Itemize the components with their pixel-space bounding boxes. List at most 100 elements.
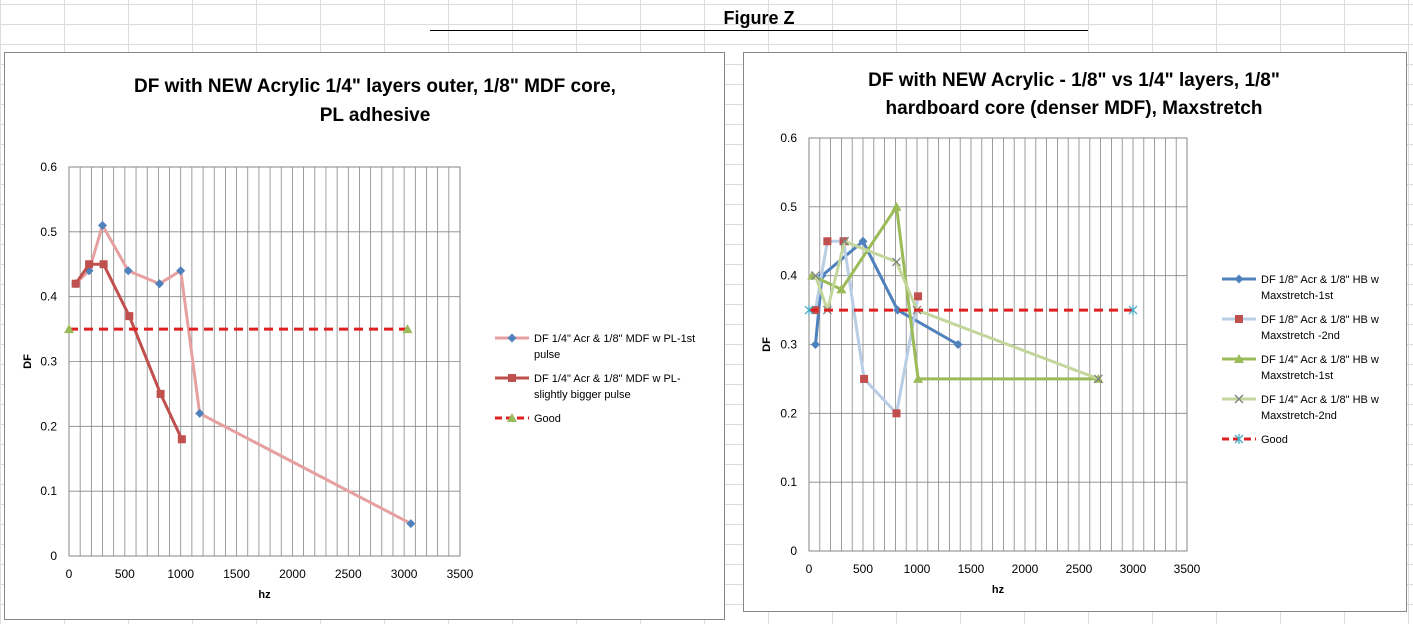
chart-right-series-1 (810, 236, 963, 349)
chart-left-y-tick-label: 0.4 (40, 290, 57, 304)
chart-left-y-tick-label: 0.3 (40, 355, 57, 369)
chart-right-series-4 (811, 236, 1103, 384)
chart-right-y-tick-label: 0.4 (780, 269, 797, 283)
chart-left-y-tick-label: 0.6 (40, 160, 57, 174)
chart-right-series-1-point (858, 236, 868, 246)
chart-left-x-tick-label: 1000 (167, 567, 194, 581)
chart-left-y-tick-label: 0 (50, 549, 57, 563)
chart-right-y-tick-label: 0.3 (780, 338, 797, 352)
chart-right-legend-label-3: DF 1/4" Acr & 1/8" HB w (1261, 354, 1379, 366)
chart-left-series-2-point (177, 435, 186, 444)
chart-left-series-2-point (156, 389, 165, 398)
chart-right-legend-marker-2 (1235, 315, 1243, 323)
chart-left-series-1-point (98, 220, 108, 230)
chart-right-y-tick-label: 0.2 (780, 406, 797, 420)
chart-left-series-1-point (176, 266, 186, 276)
chart-left-series-3-point (64, 324, 74, 334)
chart-left-x-tick-label: 1500 (223, 567, 250, 581)
chart-left-x-tick-label: 3500 (447, 567, 474, 581)
chart-left-x-tick-label: 2500 (335, 567, 362, 581)
chart-left-legend-label-3: Good (534, 413, 561, 425)
chart-right-plot-area (808, 137, 1188, 552)
chart-right-x-tick-label: 0 (806, 562, 813, 576)
chart-right-y-tick-label: 0.6 (780, 131, 797, 145)
chart-right-legend-marker-3 (1234, 354, 1244, 363)
chart-left-y-axis-title: DF (22, 354, 34, 369)
chart-right-x-tick-label: 3000 (1120, 562, 1147, 576)
chart-right-x-axis-title: hz (992, 584, 1005, 596)
chart-left-x-tick-label: 0 (66, 567, 73, 581)
chart-right-series-2-point (860, 374, 869, 383)
chart-left-x-tick-label: 3000 (391, 567, 418, 581)
chart-right-panel[interactable]: DF with NEW Acrylic - 1/8" vs 1/4" layer… (743, 52, 1407, 612)
chart-left-panel[interactable]: DF with NEW Acrylic 1/4" layers outer, 1… (4, 52, 725, 620)
chart-left-series-2-point (99, 260, 108, 269)
chart-left-legend-label-1: pulse (534, 349, 560, 361)
chart-left-svg: DF with NEW Acrylic 1/4" layers outer, 1… (22, 76, 695, 601)
chart-right-legend-label-1: DF 1/8" Acr & 1/8" HB w (1261, 274, 1379, 286)
chart-right-x-tick-label: 1000 (904, 562, 931, 576)
chart-left-series-1-point (154, 279, 164, 289)
chart-right-legend-label-1: Maxstretch-1st (1261, 290, 1333, 302)
chart-right-legend-label-4: Maxstretch-2nd (1261, 410, 1337, 422)
chart-right-legend-marker-5 (1234, 434, 1244, 444)
chart-right-series-3-point (913, 373, 924, 383)
chart-left-x-tick-label: 2000 (279, 567, 306, 581)
chart-right-series-1-point (893, 305, 903, 315)
chart-right-series-2-point (914, 292, 923, 301)
chart-left-series-1-point (123, 266, 133, 276)
chart-right-series-4-point (811, 271, 820, 281)
chart-right-series-4-point (840, 236, 850, 246)
chart-left-series-3 (64, 324, 413, 334)
chart-left-series-2-point (85, 260, 94, 269)
chart-left-title-line-1: DF with NEW Acrylic 1/4" layers outer, 1… (134, 76, 616, 97)
chart-left-legend-marker-3 (507, 413, 517, 422)
chart-right-x-tick-label: 1500 (958, 562, 985, 576)
chart-right-series-5-point (1128, 305, 1138, 316)
chart-right-y-tick-label: 0 (790, 544, 797, 558)
chart-left-series-2-point (71, 279, 80, 288)
chart-right-series-1-point (810, 340, 820, 349)
chart-left-series-1-point (195, 408, 205, 418)
chart-right-x-tick-label: 2000 (1012, 562, 1039, 576)
chart-left-plot-area (68, 166, 461, 557)
chart-right-series-4-point (1093, 374, 1103, 384)
chart-right-y-tick-label: 0.1 (780, 475, 797, 489)
chart-left-legend: DF 1/4" Acr & 1/8" MDF w PL-1st pulse DF 1… (495, 333, 695, 425)
chart-right-legend-marker-1 (1234, 274, 1244, 284)
chart-right-series-3-point (891, 201, 902, 211)
chart-right-title-line-1: DF with NEW Acrylic - 1/8" vs 1/4" layer… (868, 70, 1280, 91)
figure-title: Figure Z (430, 7, 1088, 31)
chart-left-series-2 (71, 260, 186, 444)
chart-right-y-axis-title: DF (761, 337, 773, 352)
chart-left-legend-marker-2 (508, 374, 516, 382)
chart-right-x-tick-label: 3500 (1174, 562, 1201, 576)
chart-right-series-2-point (823, 237, 832, 246)
chart-left-x-tick-label: 500 (115, 567, 135, 581)
chart-left-series-3-point (402, 324, 413, 334)
chart-right-legend: DF 1/8" Acr & 1/8" HB w Maxstretch-1st DF … (1222, 274, 1379, 446)
chart-right-legend-label-2: DF 1/8" Acr & 1/8" HB w (1261, 314, 1379, 326)
chart-right-legend-marker-4 (1234, 394, 1244, 404)
chart-left-legend-label-1: DF 1/4" Acr & 1/8" MDF w PL-1st (534, 333, 695, 345)
chart-left-y-tick-label: 0.5 (40, 225, 57, 239)
chart-left-x-axis-title: hz (258, 589, 271, 601)
chart-left-y-tick-label: 0.1 (40, 484, 57, 498)
chart-right-series-5-point (804, 305, 814, 316)
chart-right-series-3-point (836, 284, 847, 294)
chart-right-series-2-point (892, 409, 901, 418)
chart-right-legend-label-4: DF 1/4" Acr & 1/8" HB w (1261, 394, 1379, 406)
chart-right-legend-label-3: Maxstretch-1st (1261, 370, 1333, 382)
chart-right-series-1-point (953, 340, 963, 349)
chart-right-series-4-point (892, 257, 901, 267)
chart-right-x-tick-label: 2500 (1066, 562, 1093, 576)
chart-left-legend-label-2: DF 1/4" Acr & 1/8" MDF w PL- (534, 373, 681, 385)
chart-right-series-5 (804, 305, 1138, 316)
chart-right-title-line-2: hardboard core (denser MDF), Maxstretch (886, 98, 1263, 119)
chart-right-svg: DF with NEW Acrylic - 1/8" vs 1/4" layer… (761, 70, 1379, 596)
chart-left-series-2-point (125, 312, 134, 321)
chart-right-legend-label-2: Maxstretch -2nd (1261, 330, 1340, 342)
chart-right-series-2-line (814, 239, 920, 415)
chart-right-x-tick-label: 500 (853, 562, 873, 576)
chart-right-series-4-line (814, 239, 1099, 381)
